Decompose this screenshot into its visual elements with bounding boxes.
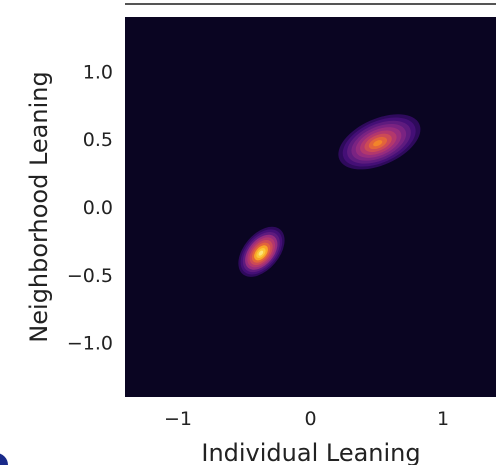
- y-axis-label: Neighborhood Leaning: [25, 71, 53, 342]
- density-contour-level: [258, 250, 264, 256]
- corner-indicator: [0, 453, 8, 465]
- y-tick-label: 0.0: [83, 197, 113, 219]
- y-axis: 1.0 0.5 0.0 −0.5 −1.0: [67, 61, 113, 354]
- x-tick-label: 1: [437, 408, 449, 430]
- y-tick-label: 1.0: [83, 61, 113, 83]
- y-tick-label: −0.5: [67, 265, 113, 287]
- plot-area: [125, 17, 496, 397]
- density-contour-level: [373, 140, 383, 147]
- y-tick-label: −1.0: [67, 333, 113, 355]
- density-contours: [238, 114, 421, 277]
- x-tick-label: 0: [304, 408, 316, 430]
- x-axis-label: Individual Leaning: [201, 439, 420, 465]
- y-tick-label: 0.5: [83, 129, 113, 151]
- x-axis: −1 0 1: [164, 408, 449, 430]
- x-tick-label: −1: [164, 408, 192, 430]
